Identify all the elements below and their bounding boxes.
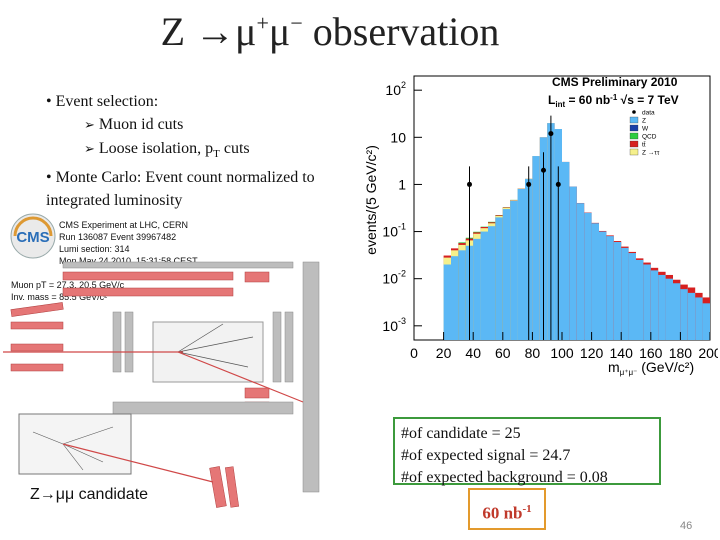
bar-z	[517, 189, 525, 340]
legend-swatch	[629, 132, 639, 140]
data-point	[555, 181, 561, 187]
legend-label: W	[642, 126, 649, 133]
x-tick-label: 80	[525, 345, 541, 361]
bar-z	[576, 203, 585, 340]
y-tick-label: 10-1	[382, 222, 406, 240]
bullet-event-selection: • Event selection:	[46, 93, 159, 110]
x-tick-label: 40	[465, 345, 481, 361]
x-tick-labels: 0 20 40 60 80 100 120 140 160 180 200	[410, 332, 718, 361]
legend-label: Z →ττ	[642, 150, 660, 157]
x-tick-label: 160	[639, 345, 663, 361]
detector-drawing	[3, 261, 320, 508]
event-line-run: Run 136087 Event 39967482	[59, 232, 176, 242]
legend-swatch	[629, 124, 639, 132]
chart-subtitle: Lint = 60 nb-1 √s = 7 TeV	[548, 93, 679, 109]
event-line-muon-pt: Muon pT = 27.3, 20.5 GeV/c	[11, 280, 125, 290]
bar-z	[591, 223, 599, 340]
event-line-experiment: CMS Experiment at LHC, CERN	[59, 220, 188, 230]
x-tick-label: 100	[550, 345, 574, 361]
bar-z	[621, 247, 629, 340]
legend-swatch	[629, 148, 639, 156]
bar-z	[451, 256, 459, 340]
legend-label: tt̄	[642, 141, 646, 149]
x-tick-label: 180	[669, 345, 693, 361]
legend-label: QCD	[642, 134, 657, 141]
legend-swatch	[629, 140, 639, 148]
bar-z	[606, 236, 614, 340]
bar-z	[658, 274, 666, 340]
bar-z	[636, 259, 644, 340]
y-tick-label: 10	[390, 129, 406, 145]
bar-z	[643, 264, 651, 340]
candidate-info-box: #of candidate = 25 #of expected signal =…	[393, 417, 661, 486]
bar-z	[458, 250, 466, 340]
bar-z	[569, 186, 577, 340]
y-tick-label: 10-3	[382, 316, 406, 334]
bullet-muon-id: ➢ Muon id cuts	[84, 116, 184, 133]
legend-swatch	[629, 116, 639, 124]
x-tick-label: 200	[698, 345, 718, 361]
data-point	[541, 167, 546, 173]
legend-label: data	[642, 110, 655, 117]
y-tick-labels: 102 10 1 10-1 10-2 10-3	[382, 80, 422, 334]
event-line-date: Mon May 24 2010, 15:31:58 CEST	[59, 256, 198, 266]
x-tick-label: 20	[436, 345, 452, 361]
bar-z	[613, 242, 622, 340]
data-point	[548, 131, 554, 137]
event-line-inv-mass: Inv. mass = 85.5 GeV/c²	[11, 292, 107, 302]
x-axis-label: mμ⁺μ⁻ (GeV/c²)	[608, 359, 694, 377]
arrow-icon: ➢	[84, 118, 95, 133]
bar-z	[510, 200, 518, 340]
y-axis-label: events/(5 GeV/c²)	[363, 145, 379, 255]
expected-signal: #of expected signal = 24.7	[401, 447, 571, 464]
bar-z	[665, 278, 673, 340]
y-tick-label: 10-2	[382, 269, 406, 287]
bar-z	[673, 283, 681, 340]
expected-background: #of expected background = 0.08	[401, 469, 608, 486]
svg-text:CMS: CMS	[16, 229, 49, 246]
x-tick-label: 0	[410, 345, 418, 361]
data-points	[467, 115, 561, 340]
candidate-label: Z→μμ candidate	[30, 486, 149, 503]
legend-label: Z	[642, 118, 646, 125]
bar-z	[488, 226, 496, 340]
x-tick-label: 140	[610, 345, 634, 361]
bar-z	[443, 264, 451, 340]
candidate-count: #of candidate = 25	[401, 425, 521, 442]
chart-title: CMS Preliminary 2010	[552, 75, 678, 89]
legend-marker	[632, 110, 636, 114]
bar-z	[599, 231, 607, 340]
x-tick-label: 60	[495, 345, 511, 361]
data-point	[526, 181, 532, 187]
luminosity-box: 60 nb-1	[468, 488, 546, 530]
bar-z	[502, 209, 511, 340]
mass-histogram: 102 10 1 10-1 10-2 10-3 0 20 40 60 80 100 120 140 160…	[362, 60, 718, 380]
bar-z	[584, 212, 592, 340]
bar-z	[650, 270, 659, 340]
data-point	[467, 181, 472, 187]
y-tick-label: 102	[385, 80, 406, 98]
slide-title: Z →μ+μ− observation	[160, 9, 500, 54]
bullet-list: • Event selection: ➢ Muon id cuts ➢ Loose …	[46, 90, 366, 212]
bar-z	[702, 303, 710, 340]
x-tick-label: 120	[580, 345, 604, 361]
event-display: CMS CMS Experiment at LHC, CERN Run 1360…	[3, 212, 333, 512]
bar-z	[695, 297, 703, 340]
bar-z	[473, 238, 481, 340]
bar-z	[680, 289, 688, 340]
bar-z	[495, 217, 503, 340]
bar-z	[532, 156, 540, 340]
cms-logo: CMS	[10, 213, 56, 259]
bar-z	[687, 292, 696, 340]
arrow-icon: ➢	[84, 142, 95, 157]
bar-z	[480, 231, 488, 340]
bullet-isolation: ➢ Loose isolation, pT cuts	[84, 140, 250, 161]
page-number: 46	[680, 520, 693, 532]
y-tick-label: 1	[398, 176, 406, 192]
bullet-monte-carlo: • Monte Carlo: Event count normalized to…	[46, 169, 315, 210]
bar-z	[628, 253, 636, 340]
bar-z	[562, 161, 570, 340]
event-line-lumi: Lumi section: 314	[59, 244, 130, 254]
